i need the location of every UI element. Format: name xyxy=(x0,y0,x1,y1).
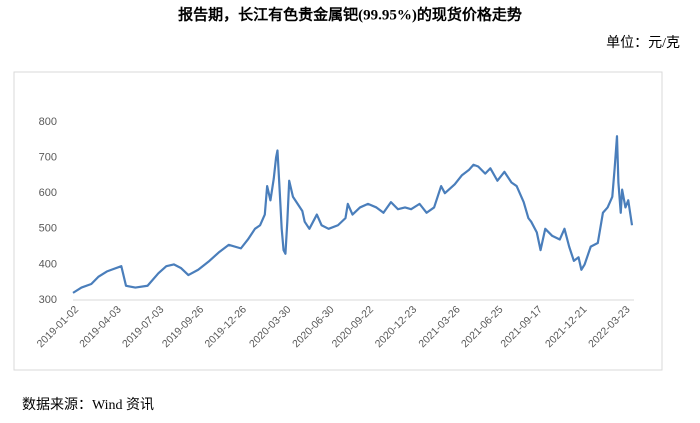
chart-title: 报告期，长江有色贵金属钯(99.95%)的现货价格走势 xyxy=(178,5,522,23)
chart-frame xyxy=(13,71,663,371)
x-tick-label: 2019-12-26 xyxy=(203,303,250,350)
x-tick-label: 2019-01-02 xyxy=(35,303,82,350)
y-tick-label: 400 xyxy=(39,258,57,270)
y-tick-label: 800 xyxy=(39,116,57,128)
x-tick-label: 2019-07-03 xyxy=(120,303,167,350)
price-line xyxy=(72,135,634,294)
source-note: 数据来源：Wind 资讯 xyxy=(22,397,154,413)
y-tick-label: 300 xyxy=(39,294,57,306)
x-tick-label: 2019-09-26 xyxy=(160,303,207,350)
x-tick-label: 2019-04-03 xyxy=(77,303,124,350)
y-tick-label: 500 xyxy=(39,223,57,235)
x-tick-label: 2020-09-22 xyxy=(330,303,377,350)
x-tick-label: 2020-12-23 xyxy=(373,303,420,350)
y-tick-label: 600 xyxy=(39,187,57,199)
x-tick-label: 2020-03-30 xyxy=(247,303,294,350)
unit-label: 单位：元/克 xyxy=(606,35,680,51)
x-tick-label: 2021-09-17 xyxy=(498,303,545,350)
x-tick-label: 2021-12-21 xyxy=(543,303,590,350)
x-tick-label: 2021-03-26 xyxy=(416,303,463,350)
x-tick-label: 2022-03-23 xyxy=(586,303,633,350)
y-tick-label: 700 xyxy=(39,152,57,164)
